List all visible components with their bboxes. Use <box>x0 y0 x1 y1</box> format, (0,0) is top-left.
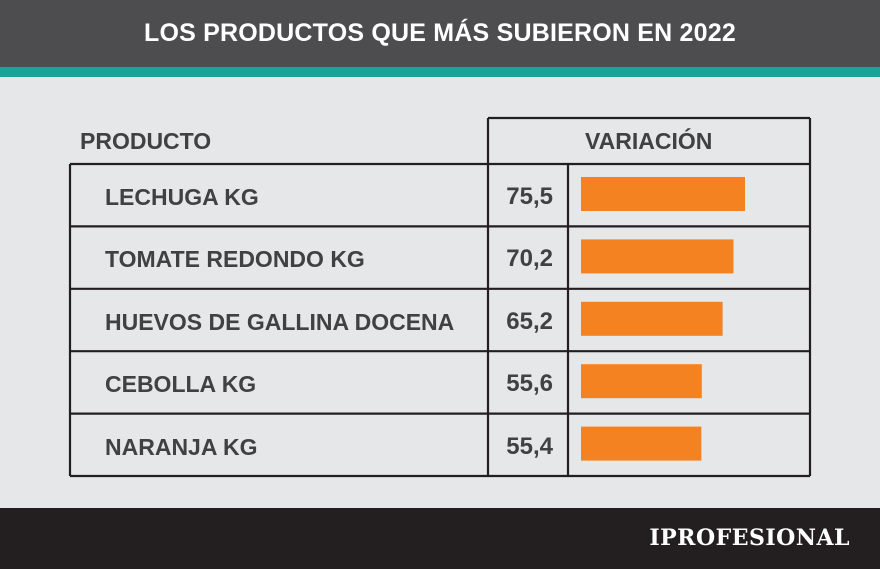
bar <box>581 239 734 274</box>
category-label: TOMATE REDONDO KG <box>105 246 365 273</box>
column-header-product: PRODUCTO <box>80 128 212 154</box>
data-label: 55,4 <box>506 432 553 460</box>
data-label: 70,2 <box>506 245 553 273</box>
data-label: 55,6 <box>506 370 553 398</box>
column-header-variation: VARIACIÓN <box>585 128 713 154</box>
page-title: LOS PRODUCTOS QUE MÁS SUBIERON EN 2022 <box>144 19 736 47</box>
bar <box>581 177 745 211</box>
accent-stripe <box>0 67 880 77</box>
category-label: LECHUGA KG <box>105 184 259 210</box>
header-bar: LOS PRODUCTOS QUE MÁS SUBIERON EN 2022 <box>0 0 880 67</box>
category-label: NARANJA KG <box>105 433 258 460</box>
bar <box>581 364 702 399</box>
bar <box>581 301 723 336</box>
brand-logo: IPROFESIONAL <box>649 525 850 551</box>
category-label: HUEVOS DE GALLINA DOCENA <box>105 308 455 335</box>
data-label: 75,5 <box>506 183 553 210</box>
category-label: CEBOLLA KG <box>105 371 257 398</box>
bar <box>581 426 702 461</box>
data-label: 65,2 <box>506 307 553 335</box>
footer-bar: IPROFESIONAL <box>0 508 880 569</box>
